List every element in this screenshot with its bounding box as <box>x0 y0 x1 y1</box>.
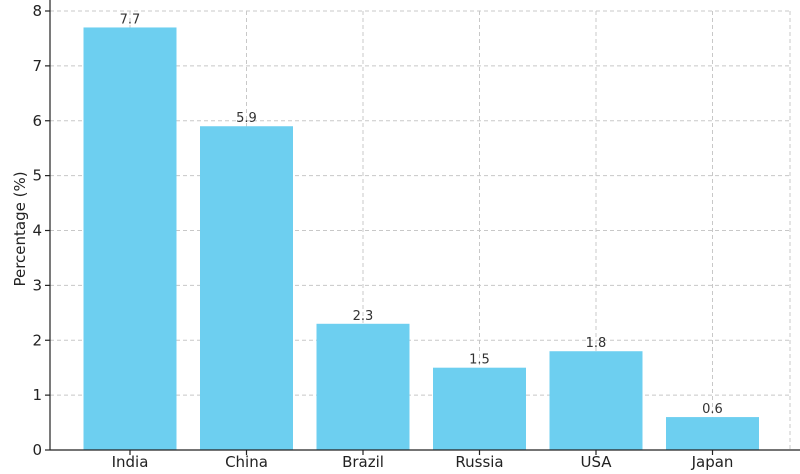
bars <box>83 27 759 451</box>
data-label-russia: 1.5 <box>469 353 490 368</box>
data-label-brazil: 2.3 <box>353 309 374 324</box>
data-label-india: 7.7 <box>120 12 141 27</box>
data-label-japan: 0.6 <box>702 402 723 417</box>
y-tick-label: 7 <box>32 57 42 75</box>
x-tick-label-russia: Russia <box>455 453 503 471</box>
bar-usa <box>549 351 643 450</box>
y-axis-title: Percentage (%) <box>11 171 29 286</box>
y-tick-label: 8 <box>32 2 42 20</box>
bar-brazil <box>316 323 410 450</box>
x-tick-label-japan: Japan <box>691 453 734 471</box>
y-tick-label: 0 <box>32 441 42 459</box>
axes: 0 1 2 3 4 5 6 7 8 India China Brazil Russia USA Japan <box>32 0 800 471</box>
data-label-usa: 1.8 <box>586 336 607 351</box>
bar-china <box>200 126 293 451</box>
y-tick-label: 5 <box>32 167 42 185</box>
bar-russia <box>433 367 526 450</box>
bar-japan <box>666 417 759 450</box>
y-tick-label: 2 <box>32 331 42 349</box>
bar-india <box>83 27 177 451</box>
y-tick-label: 4 <box>32 222 42 240</box>
y-tick-label: 3 <box>32 276 42 294</box>
x-tick-label-usa: USA <box>580 453 612 471</box>
y-tick-label: 6 <box>32 112 42 130</box>
x-tick-label-india: India <box>112 453 149 471</box>
data-label-china: 5.9 <box>236 111 257 126</box>
x-tick-label-brazil: Brazil <box>342 453 384 471</box>
data-labels: 7.7 5.9 2.3 1.5 1.8 0.6 <box>120 12 723 417</box>
x-tick-label-china: China <box>225 453 268 471</box>
y-tick-label: 1 <box>32 386 42 404</box>
